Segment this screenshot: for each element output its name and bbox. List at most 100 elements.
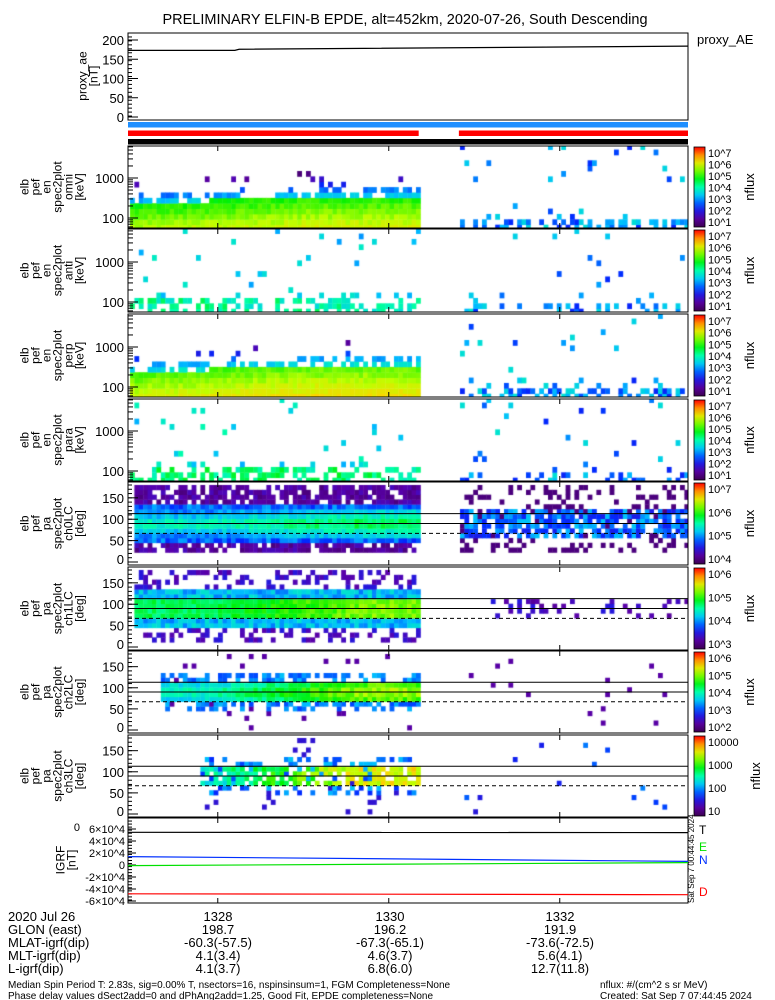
y-axis-label-line: [keV] — [73, 257, 87, 284]
y-axis-label-line: omni — [62, 174, 76, 200]
y-axis-label-line: spec2plot — [51, 329, 65, 381]
colorbar-tick-label: 10^4 — [708, 616, 732, 628]
proxy-ae-ylabel: proxy_ae[nT] — [76, 51, 101, 101]
colorbar-tick-label: 10^4 — [708, 351, 732, 363]
igrf-ylabel: IGRF[nT] — [54, 846, 79, 875]
y-axis-label-line: [deg] — [73, 763, 87, 790]
y-axis-label-line: [deg] — [73, 595, 87, 622]
y-axis-label-line: pef — [29, 178, 43, 195]
colorbar-tick-label: 10^7 — [708, 484, 732, 496]
colorbar-label: nflux — [742, 341, 757, 369]
y-axis-label-line: ch2LC — [62, 674, 76, 709]
colorbar-tick-label: 10^3 — [708, 705, 732, 717]
y-axis-label-line: spec2plot — [51, 666, 65, 718]
y-tick-label: -4×10^4 — [85, 884, 125, 896]
footer-created: Created: Sat Sep 7 07:44:45 2024 — [600, 991, 752, 1000]
proxy-ae-panel — [127, 32, 689, 121]
y-axis-label-line: perp — [62, 343, 76, 367]
proxy-ae-line — [128, 45, 689, 52]
y-tick-label: -6×10^4 — [85, 896, 125, 908]
y-axis-label-line: pef — [29, 514, 43, 531]
y-axis-label-line: elb — [18, 768, 32, 784]
spectrogram-perp — [128, 314, 688, 397]
colorbar-tick-label: 10^6 — [708, 507, 732, 519]
y-axis-label-line: pef — [29, 599, 43, 616]
y-tick-label: -2×10^4 — [85, 872, 125, 884]
y-tick-label: 150 — [102, 491, 124, 506]
y-axis-label-line: spec2plot — [51, 582, 65, 634]
y-axis-label-line: [keV] — [73, 173, 87, 200]
colorbar-tick-label: 10^5 — [708, 592, 732, 604]
y-axis-label-line: ch1LC — [62, 591, 76, 626]
spectrogram-frame — [127, 481, 689, 566]
colorbar-tick-label: 10^2 — [708, 206, 732, 218]
y-axis-label-line: pa — [40, 769, 54, 783]
y-tick-label: 100 — [102, 380, 124, 395]
colorbar-tick-label: 10^4 — [708, 183, 732, 195]
colorbar-tick-label: 10^3 — [708, 639, 732, 651]
colorbar-tick-label: 10^6 — [708, 413, 732, 425]
y-tick-label: 50 — [110, 619, 124, 634]
y-axis-label-line: ch0LC — [62, 506, 76, 541]
y-axis-label-line: elb — [18, 262, 32, 278]
y-tick-label: 100 — [102, 72, 124, 87]
colorbar-tick-label: 10^3 — [708, 278, 732, 290]
colorbar-label-text: nflux — [742, 256, 757, 284]
igrf-E-line — [127, 861, 689, 867]
y-axis-label-line: elb — [18, 515, 32, 531]
footer-line-1: Median Spin Period T: 2.83s, sig=0.00% T… — [8, 980, 451, 991]
y-axis-label-line: en — [40, 433, 54, 446]
colorbar-tick-label: 10^1 — [708, 386, 732, 398]
y-axis-label-line: pa — [40, 517, 54, 531]
ephemeris-row-label: 2020 Jul 26 — [8, 909, 75, 924]
ephemeris-value: -73.6(-72.5) — [526, 935, 594, 950]
colorbar — [693, 314, 706, 397]
y-axis-label-line: pef — [29, 261, 43, 278]
colorbar-tick-label: 10^6 — [708, 653, 732, 665]
spectrogram-frame — [127, 650, 689, 734]
igrf-side-stamp: Sat Sep 7 00:44:45 2024 — [687, 814, 696, 903]
ephemeris-value: -67.3(-65.1) — [356, 935, 424, 950]
y-axis-label-line: pef — [29, 683, 43, 700]
igrf-T-label: T — [699, 823, 707, 837]
colorbar-label: nflux — [742, 173, 757, 201]
y-axis-label-line: pef — [29, 767, 43, 784]
colorbar-tick-label: 10^6 — [708, 243, 732, 255]
y-tick-label: 100 — [102, 597, 124, 612]
y-tick-label: 50 — [110, 702, 124, 717]
colorbar-label: nflux — [742, 594, 757, 622]
colorbar-label: nflux — [742, 256, 757, 284]
colorbar-tick-label: 10^1 — [708, 301, 732, 313]
footer-line-2: Phase delay values dSect2add=0 and dPhAn… — [8, 991, 433, 1000]
y-axis-label-line: elb — [18, 600, 32, 616]
ephemeris-value: 198.7 — [202, 922, 235, 937]
colorbar-tick-label: 10^5 — [708, 531, 732, 543]
y-tick-label: 1000 — [95, 340, 124, 355]
spectrogram-frame — [127, 566, 689, 651]
ephemeris-value: 5.6(4.1) — [538, 948, 583, 963]
y-tick-label: 100 — [102, 765, 124, 780]
colorbar — [693, 567, 706, 650]
colorbar-tick-label: 10^6 — [708, 160, 732, 172]
y-tick-label: 150 — [102, 52, 124, 67]
y-axis-label-line: [nT] — [87, 66, 101, 87]
colorbar-label-text: nflux — [742, 678, 757, 706]
y-axis-label-line: pa — [40, 685, 54, 699]
y-axis-label-line: elb — [18, 684, 32, 700]
status-bar-segment — [128, 130, 419, 136]
spectrogram-omni — [128, 146, 688, 228]
colorbar-tick-label: 100 — [708, 783, 726, 795]
ephemeris-value: 4.1(3.4) — [196, 948, 241, 963]
colorbar — [693, 651, 706, 733]
footer-units: nflux: #/(cm^2 s sr MeV) — [600, 980, 708, 991]
colorbar — [693, 482, 706, 565]
y-tick-label: 0 — [74, 822, 80, 834]
spectrogram-frame — [127, 398, 689, 482]
y-tick-label: 0 — [117, 552, 124, 567]
ephemeris-row-label: L-igrf(dip) — [8, 961, 64, 976]
y-tick-label: 50 — [110, 534, 124, 549]
